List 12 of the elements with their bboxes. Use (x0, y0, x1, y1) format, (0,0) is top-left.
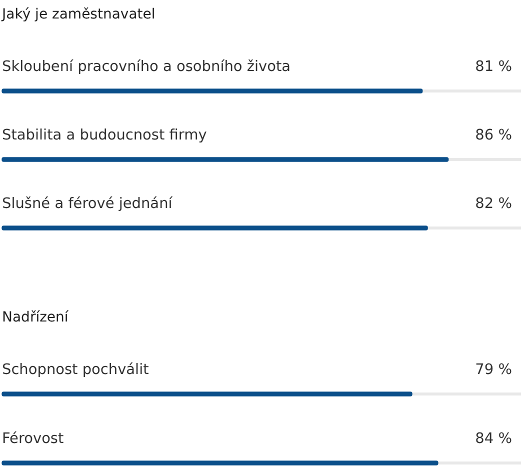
y-tick-label: Skloubení pracovního a osobního života (2, 58, 291, 75)
data-label: 82 % (475, 196, 512, 212)
y-tick-label: Slušné a férové jednání (2, 196, 174, 212)
chart-title: Jaký je zaměstnavatel (1, 6, 156, 23)
data-label: 79 % (475, 362, 512, 378)
chart-title: Nadřízení (2, 310, 70, 326)
y-tick-label: Stabilita a budoucnost firmy (2, 127, 208, 144)
data-label: 84 % (475, 430, 512, 447)
y-tick-label: Férovost (2, 430, 64, 447)
data-label: 86 % (475, 127, 512, 144)
data-label: 81 % (475, 58, 512, 75)
y-tick-label: Schopnost pochválit (2, 362, 150, 378)
